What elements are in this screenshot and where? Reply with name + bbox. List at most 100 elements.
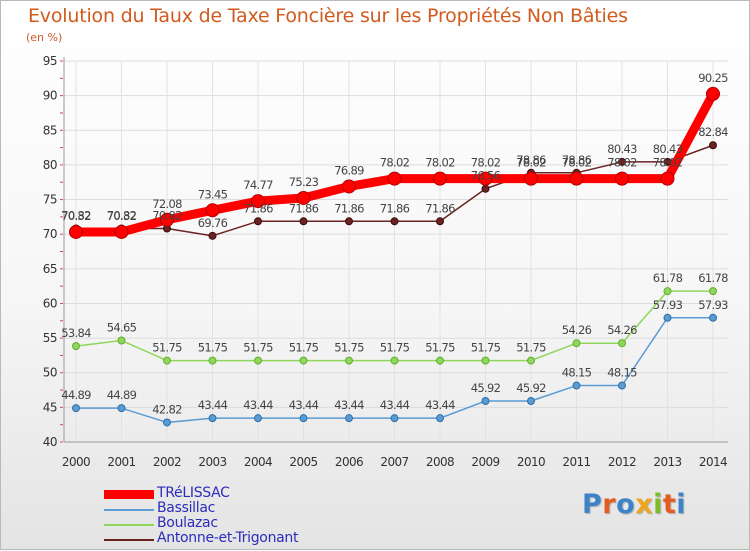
legend-label: Bassillac [157,500,216,516]
data-point-bassillac [572,381,581,390]
data-point-trelissac [205,203,220,218]
logo-letter: o [616,489,636,520]
legend-swatch [104,524,154,526]
data-label-bassillac: 43.44 [425,398,455,412]
data-point-bassillac [390,414,399,423]
x-tick-label: 2003 [198,455,226,469]
data-label-bassillac: 43.44 [334,398,364,412]
data-point-boulazac [390,356,399,365]
data-label-antonne-et-trigonant: 71.86 [289,201,319,215]
y-tick-label: 60 [43,296,57,310]
data-label-trelissac: 70.32 [107,209,137,223]
data-label-trelissac: 78.02 [425,156,455,170]
x-tick-label: 2014 [699,455,727,469]
data-label-antonne-et-trigonant: 76.56 [471,169,501,183]
data-point-trelissac [569,171,584,186]
data-point-boulazac [618,339,626,348]
data-point-trelissac [160,212,174,227]
data-label-trelissac: 74.77 [243,178,273,192]
data-label-boulazac: 53.84 [61,326,91,340]
data-point-antonne-et-trigonant [481,184,490,193]
x-tick-label: 2000 [62,455,90,469]
legend-label: Antonne-et-Trigonant [157,530,299,546]
data-label-boulazac: 51.75 [425,341,455,355]
data-label-boulazac: 51.75 [289,341,319,355]
data-label-trelissac: 78.02 [607,156,637,170]
data-point-antonne-et-trigonant [345,217,353,226]
data-point-antonne-et-trigonant [299,217,308,226]
data-point-bassillac [618,381,626,390]
data-label-bassillac: 48.15 [607,366,637,380]
data-point-antonne-et-trigonant [663,157,672,166]
data-label-trelissac: 73.45 [198,187,228,201]
x-tick-label: 2006 [335,455,363,469]
data-point-boulazac [299,356,308,365]
data-point-bassillac [345,414,353,423]
x-tick-label: 2008 [426,455,454,469]
data-point-bassillac [709,313,717,322]
logo-letter: r [602,489,617,520]
y-tick-label: 70 [43,227,57,241]
data-point-antonne-et-trigonant [618,157,626,166]
y-tick-label: 55 [43,331,57,345]
data-label-boulazac: 51.75 [152,341,182,355]
data-label-boulazac: 51.75 [516,341,546,355]
x-tick-label: 2012 [608,455,636,469]
data-label-bassillac: 57.93 [653,298,683,312]
data-point-bassillac [436,414,444,423]
data-point-boulazac [254,356,262,365]
data-point-boulazac [709,287,717,296]
data-point-boulazac [436,356,444,365]
data-point-boulazac [208,356,217,365]
data-point-boulazac [72,342,80,351]
data-label-boulazac: 54.26 [562,323,592,337]
data-label-boulazac: 61.78 [698,271,728,285]
data-label-trelissac: 70.32 [61,209,91,223]
data-point-trelissac [296,190,311,205]
data-label-boulazac: 51.75 [198,341,228,355]
y-axis-unit-label: (en %) [26,31,63,44]
data-label-antonne-et-trigonant: 71.86 [243,201,273,215]
data-point-bassillac [163,418,171,427]
data-point-boulazac [527,356,535,365]
data-point-bassillac [527,396,535,405]
data-label-boulazac: 51.75 [380,341,410,355]
x-tick-label: 2001 [107,455,135,469]
y-tick-label: 75 [43,193,57,207]
data-label-antonne-et-trigonant: 70.82 [152,209,182,223]
data-point-boulazac [163,356,171,365]
data-label-antonne-et-trigonant: 71.86 [334,201,364,215]
data-point-antonne-et-trigonant [390,217,399,226]
data-label-trelissac: 78.02 [471,156,501,170]
x-tick-label: 2010 [517,455,545,469]
y-tick-label: 95 [43,54,57,68]
data-label-boulazac: 54.26 [607,323,637,337]
data-label-bassillac: 57.93 [698,298,728,312]
data-point-trelissac [387,171,402,186]
data-label-antonne-et-trigonant: 82.84 [698,125,728,139]
data-point-bassillac [663,313,672,322]
data-label-bassillac: 44.89 [61,388,91,402]
data-label-antonne-et-trigonant: 71.86 [380,201,410,215]
data-point-antonne-et-trigonant [254,217,262,226]
data-point-trelissac [524,171,538,186]
data-label-boulazac: 54.65 [107,321,137,335]
data-label-antonne-et-trigonant: 70.82 [61,209,91,223]
data-point-boulazac [663,287,672,296]
data-point-boulazac [572,339,581,348]
data-label-boulazac: 51.75 [471,341,501,355]
data-label-bassillac: 43.44 [380,398,410,412]
legend-swatch [104,490,154,499]
data-point-trelissac [706,86,720,101]
data-point-bassillac [254,414,262,423]
logo-letter: i [676,489,687,520]
data-label-antonne-et-trigonant: 70.82 [107,209,137,223]
x-tick-label: 2007 [380,455,408,469]
data-point-bassillac [72,404,80,413]
x-tick-label: 2011 [562,455,590,469]
data-label-trelissac: 75.23 [289,175,319,189]
data-label-antonne-et-trigonant: 80.43 [653,142,683,156]
data-point-trelissac [69,224,83,239]
